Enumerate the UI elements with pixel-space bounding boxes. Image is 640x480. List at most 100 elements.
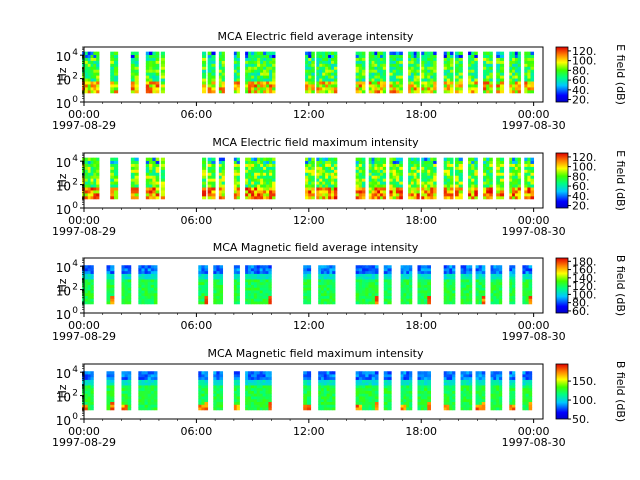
cell [368, 157, 372, 162]
cell [358, 376, 363, 380]
cell [233, 292, 238, 297]
cell [236, 57, 240, 61]
cell [468, 66, 472, 70]
cell [362, 404, 366, 408]
cell [408, 75, 412, 79]
cell [481, 270, 486, 274]
cell [263, 72, 267, 76]
cell [272, 166, 276, 170]
cell [417, 401, 422, 405]
cell [371, 376, 376, 380]
cell [454, 193, 460, 197]
cell [517, 60, 521, 64]
cell [478, 284, 483, 288]
cell [446, 292, 450, 297]
data-block [383, 371, 392, 411]
cell [371, 396, 376, 400]
cell [326, 376, 330, 380]
cell [421, 166, 425, 170]
cell [272, 66, 276, 70]
cell [400, 301, 404, 305]
colorbar-label: B field (dB) [614, 255, 627, 316]
cell [266, 160, 270, 164]
cell [387, 407, 392, 411]
cell [213, 385, 217, 389]
cell [449, 295, 453, 299]
cell [311, 57, 315, 61]
cell [204, 265, 209, 269]
cell [452, 376, 456, 380]
cell [424, 376, 428, 380]
cell [233, 268, 238, 272]
cell [496, 292, 500, 297]
cell [250, 290, 255, 294]
cell [265, 281, 269, 285]
cell [468, 87, 472, 91]
cell [218, 160, 223, 164]
cell [413, 75, 417, 79]
cell [509, 401, 513, 405]
cell [93, 181, 97, 185]
cell [263, 163, 267, 167]
x-tick-label: 00:00 [68, 214, 100, 227]
cell [496, 51, 501, 56]
cell [355, 69, 360, 73]
cell [417, 268, 422, 272]
data-block [468, 51, 478, 94]
cell [311, 75, 315, 79]
cell [474, 157, 478, 162]
cell [454, 69, 460, 73]
cell [368, 72, 372, 76]
cell [371, 382, 376, 386]
cell [213, 379, 217, 383]
cell [413, 60, 417, 64]
cell [248, 175, 252, 179]
cell [514, 51, 519, 56]
cell [420, 270, 425, 274]
cell [389, 187, 394, 191]
cell [218, 190, 223, 194]
cell [421, 193, 425, 197]
data-block [509, 371, 516, 411]
cell [374, 157, 378, 162]
cell [305, 81, 309, 85]
cell [471, 81, 475, 85]
cell [268, 382, 272, 386]
cell [303, 284, 308, 288]
cell [305, 54, 309, 58]
cell [358, 60, 363, 64]
cell [110, 390, 115, 394]
cell [474, 69, 478, 73]
cell [449, 387, 453, 391]
cell [155, 195, 160, 200]
cell [138, 374, 142, 378]
cell [469, 298, 473, 302]
cell [245, 265, 249, 269]
cell [155, 160, 160, 164]
cell [87, 385, 91, 389]
cell [323, 281, 328, 285]
cell [383, 374, 388, 378]
cell [493, 265, 497, 269]
cell [207, 169, 212, 173]
cell [265, 374, 269, 378]
cell [377, 187, 381, 191]
cell [409, 376, 413, 380]
cell [96, 157, 100, 162]
data-block [218, 51, 225, 94]
cell [250, 276, 255, 280]
cell [512, 187, 516, 191]
cell [522, 398, 526, 403]
cell [221, 195, 225, 200]
cell [331, 69, 335, 73]
cell [496, 379, 500, 383]
cell [525, 284, 530, 288]
x-tick-date: 1997-08-30 [502, 330, 566, 343]
cell [478, 276, 483, 280]
cell [525, 270, 530, 274]
cell [305, 75, 309, 79]
cell [399, 57, 403, 61]
cell [528, 393, 533, 397]
cell [322, 89, 326, 94]
cell [236, 195, 240, 200]
